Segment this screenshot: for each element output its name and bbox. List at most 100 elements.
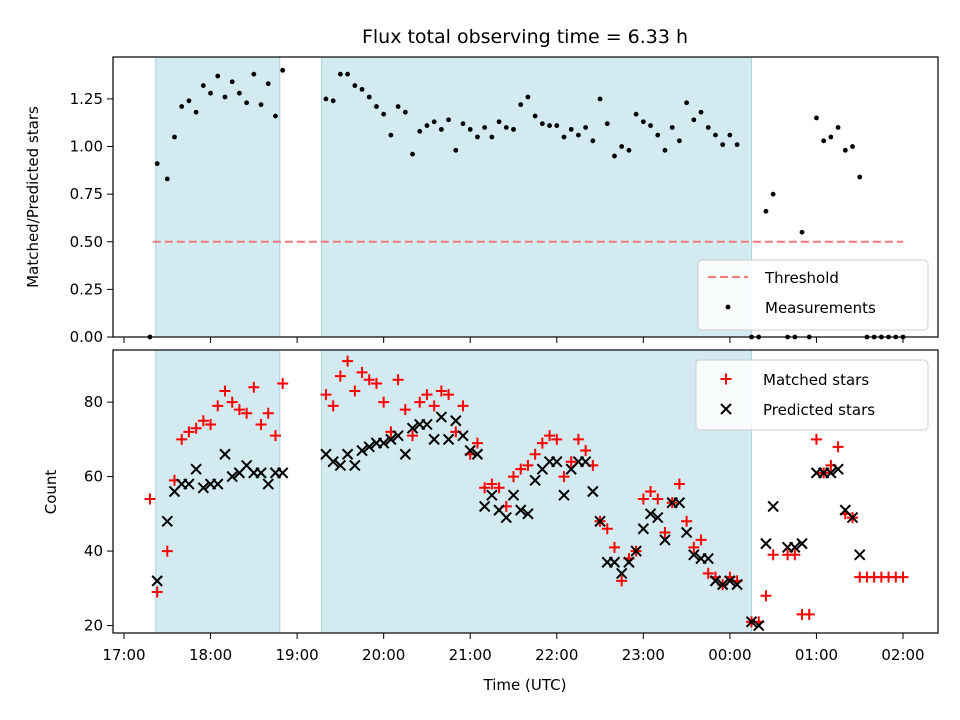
predicted-star-point-23 [356,444,368,457]
measurement-point-71 [698,109,704,115]
predicted-star-point-62 [637,523,650,535]
measurement-point-48 [532,113,538,119]
count-xtick-label-1: 18:00 [189,646,232,664]
measurement-point-69 [684,100,690,106]
matched-star-point-9 [212,400,224,412]
matched-star-point-85 [810,433,822,445]
measurement-point-27 [381,111,387,117]
measurement-point-6 [193,109,199,115]
ratio-ytick-label-0: 0.00 [70,328,103,346]
measurement-point-64 [648,123,653,128]
count-xtick-label-3: 20:00 [362,646,405,664]
predicted-star-point-50 [551,456,563,468]
matched-star-point-13 [241,407,253,419]
predicted-star-point-8 [212,478,224,490]
legend-predicted-swatch [720,403,732,415]
measurement-point-36 [446,117,451,123]
measurement-point-30 [402,109,408,115]
measurement-point-17 [273,113,278,119]
measurement-point-73 [713,132,718,138]
predicted-star-point-24 [363,441,375,453]
ratio-panel: 0.00 0.25 0.50 0.75 1.00 1.25 Matched/Predict… [24,56,939,346]
matched-star-point-26 [370,378,382,390]
matched-star-point-60 [616,575,628,587]
measurement-point-11 [229,79,235,85]
predicted-star-point-19 [327,456,339,468]
matched-star-point-15 [255,418,267,430]
count-xtick-label-7: 00:00 [708,646,751,664]
matched-star-point-35 [435,385,447,397]
predicted-star-point-67 [673,496,686,509]
measurement-point-24 [359,86,365,92]
count-panel-frame [112,349,939,634]
predicted-star-point-14 [255,467,267,479]
ratio-ytick-label-1: 0.25 [70,280,103,298]
count-xtick-label-9: 02:00 [881,646,924,664]
measurement-point-18 [280,67,286,73]
matched-star-point-84 [803,608,815,620]
measurement-point-80 [770,191,776,197]
predicted-star-point-33 [428,433,440,446]
matched-star-point-80 [767,549,779,561]
matched-star-point-47 [522,459,534,471]
predicted-star-point-61 [630,545,642,557]
matched-star-point-31 [407,430,419,442]
predicted-star-point-78 [760,537,772,550]
predicted-star-point-38 [464,444,476,457]
matched-star-point-65 [652,493,664,505]
measurement-point-54 [576,132,581,138]
predicted-star-point-58 [608,556,621,568]
matched-star-point-1 [151,586,163,598]
measurement-point-16 [265,81,271,87]
legend-measurements-swatch [725,304,731,310]
predicted-star-point-89 [854,549,866,561]
measurement-point-45 [511,126,516,132]
measurement-point-38 [460,121,466,127]
matched-star-point-5 [183,426,195,438]
predicted-star-point-44 [507,489,520,501]
matched-star-point-30 [399,404,411,416]
count-xtick-label-5: 22:00 [535,646,578,664]
predicted-star-point-35 [442,433,455,446]
matched-star-point-36 [443,389,455,401]
matched-star-point-72 [702,567,714,579]
measurement-point-1 [154,161,160,167]
predicted-star-point-22 [349,459,361,472]
measurement-point-67 [669,125,675,130]
matched-star-point-63 [637,493,649,505]
predicted-star-point-45 [515,504,527,516]
predicted-star-point-75 [731,578,743,591]
matched-star-point-12 [233,404,245,416]
matched-star-point-97 [897,571,909,583]
measurement-point-26 [374,104,379,109]
measurement-point-52 [561,134,567,140]
measurement-point-53 [568,126,574,132]
measurement-point-83 [799,229,805,235]
matched-star-point-7 [197,415,209,427]
predicted-star-point-77 [753,619,765,632]
measurement-point-87 [828,134,834,140]
predicted-star-point-82 [796,537,808,550]
predicted-star-point-59 [615,567,628,580]
predicted-star-point-34 [435,411,448,423]
predicted-star-point-15 [262,478,274,490]
matched-star-point-66 [659,526,671,538]
ratio-shaded-interval-0 [155,56,281,338]
predicted-star-point-71 [702,552,714,565]
measurement-point-91 [857,174,863,180]
measurement-point-13 [244,100,250,106]
predicted-star-point-17 [276,467,289,479]
count-shaded-interval-1 [321,349,753,634]
matched-star-point-55 [580,445,592,457]
predicted-star-point-1 [161,515,173,527]
matched-star-point-20 [327,400,339,412]
matched-star-point-54 [572,433,584,445]
predicted-star-point-32 [421,418,433,431]
measurement-point-8 [208,90,213,96]
matched-star-point-25 [363,374,375,386]
matched-star-point-46 [515,463,527,475]
predicted-star-point-68 [680,526,693,539]
matched-star-point-40 [471,437,483,449]
measurement-point-29 [395,104,401,109]
matched-star-point-2 [161,545,173,557]
